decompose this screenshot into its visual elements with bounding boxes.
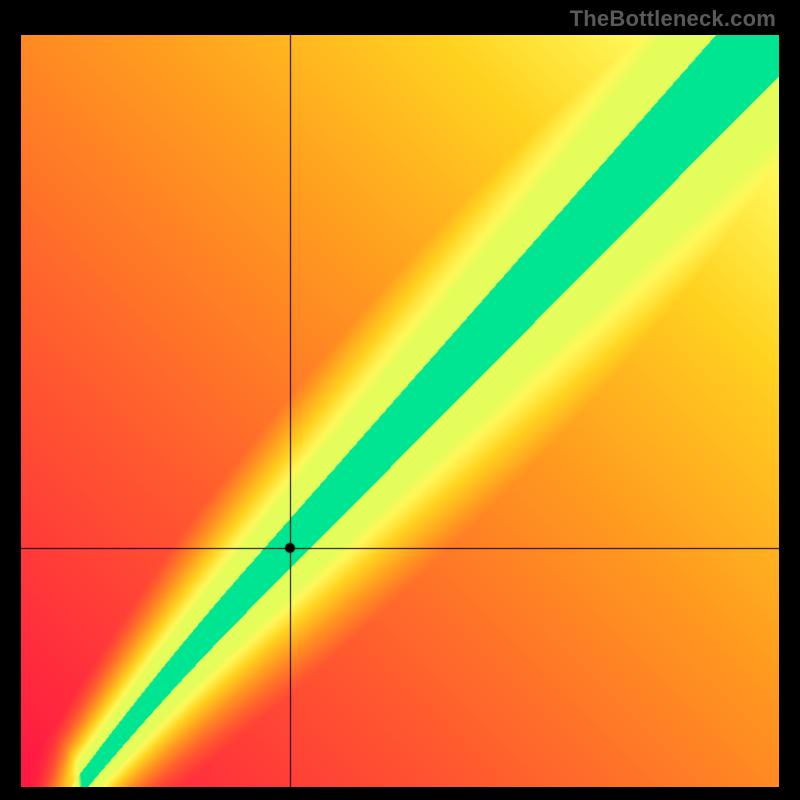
watermark-text: TheBottleneck.com	[570, 6, 776, 32]
chart-container: TheBottleneck.com	[0, 0, 800, 800]
bottleneck-heatmap	[21, 35, 779, 787]
